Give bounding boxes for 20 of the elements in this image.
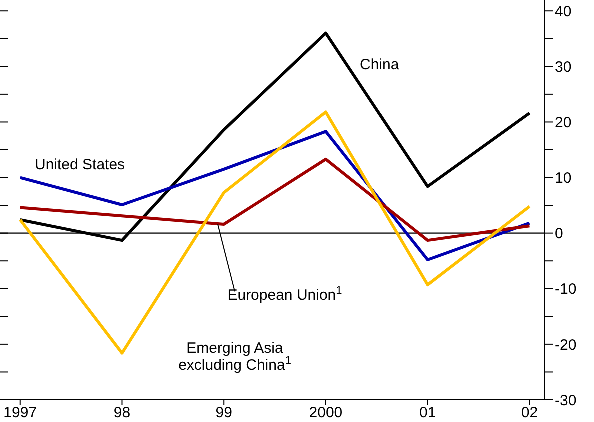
- y-tick-label: 0: [555, 226, 564, 243]
- x-tick-label: 98: [114, 404, 131, 422]
- y-tick-label: 30: [555, 58, 572, 76]
- y-tick-label: -20: [555, 336, 577, 354]
- series-label: United States: [35, 156, 126, 174]
- x-tick-label: 2000: [309, 404, 343, 422]
- x-tick-label: 02: [521, 404, 538, 422]
- series-label: China: [360, 56, 400, 74]
- line-series: [18, 110, 532, 355]
- y-tick-label: -10: [555, 281, 577, 298]
- y-tick-label: 20: [555, 114, 572, 132]
- x-tick-label: 99: [216, 404, 232, 422]
- x-tick-label: 01: [420, 404, 436, 422]
- x-tick-label: 1997: [4, 404, 38, 422]
- y-tick-label: 10: [555, 170, 572, 188]
- text: Emerging Asia excluding China$^{1}$: [178, 340, 292, 374]
- text: European Union$^{1}$: [228, 285, 342, 304]
- y-tick-label: -30: [555, 392, 577, 410]
- line-series: [18, 158, 532, 242]
- y-tick-label: 40: [555, 3, 572, 20]
